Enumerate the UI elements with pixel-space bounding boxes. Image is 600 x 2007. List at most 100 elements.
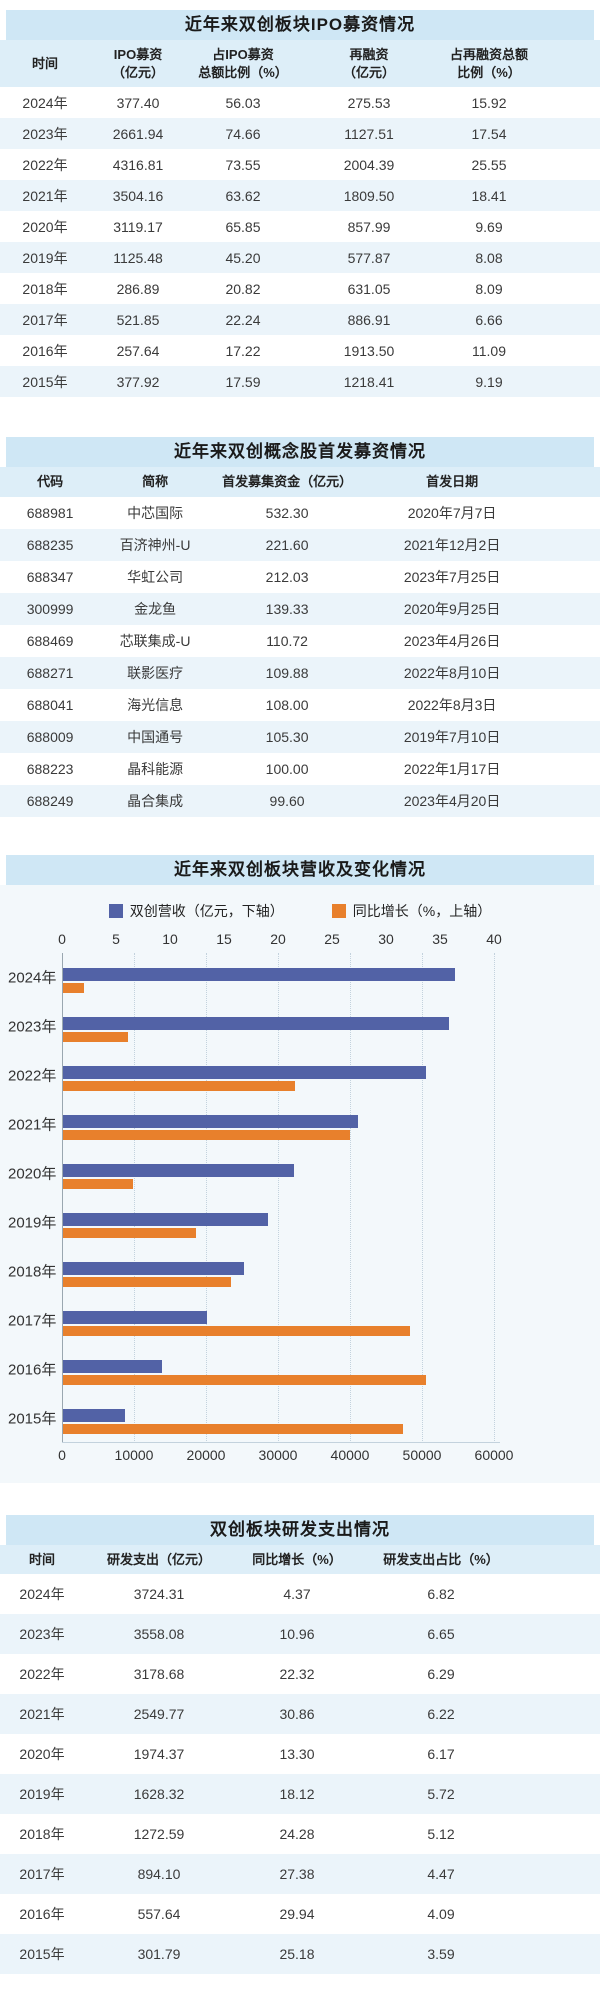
bar-group: 2021年 <box>0 1100 600 1149</box>
bottom-axis-tick: 60000 <box>474 1446 514 1463</box>
table-header-row: 代码 简称 首发募集资金（亿元） 首发日期 <box>0 467 600 497</box>
revenue-chart: 双创营收（亿元，下轴） 同比增长（%，上轴） 0 5 10 15 20 25 30 35 40 … <box>0 884 600 1483</box>
table-cell: 2023年 <box>22 125 68 142</box>
bar-group: 2018年 <box>0 1247 600 1296</box>
table-cell: 212.03 <box>265 568 309 585</box>
table-cell: 联影医疗 <box>127 664 184 681</box>
table-cell: 27.38 <box>279 1866 315 1883</box>
table-cell: 22.24 <box>225 311 261 328</box>
table-cell: 2015年 <box>19 1946 65 1963</box>
table-cell: 2016年 <box>19 1906 65 1923</box>
concept-table-section: 近年来双创概念股首发募资情况 代码 简称 首发募集资金（亿元） 首发日期 688981 中… <box>0 437 600 817</box>
column-header: 研发支出占比（%） <box>360 1544 522 1575</box>
table-cell: 1272.59 <box>133 1826 185 1843</box>
bar-group: 2015年 <box>0 1394 600 1443</box>
table-cell: 377.40 <box>116 94 160 111</box>
table-cell: 2016年 <box>22 342 68 359</box>
table-cell: 2022年8月10日 <box>403 664 501 681</box>
table-cell: 17.59 <box>225 373 261 390</box>
table-cell: 73.55 <box>225 156 261 173</box>
table-cell: 6.22 <box>427 1706 455 1723</box>
table-cell: 56.03 <box>225 94 261 111</box>
table-row: 688235 百济神州-U 221.60 2021年12月2日 <box>0 528 600 561</box>
table-row: 2022年 3178.68 22.32 6.29 <box>0 1654 600 1694</box>
table-cell: 300999 <box>26 600 74 617</box>
table-cell: 3178.68 <box>133 1666 185 1683</box>
table-cell: 10.96 <box>279 1626 315 1643</box>
growth-bar <box>63 1080 296 1091</box>
table-cell: 631.05 <box>347 280 391 297</box>
table-cell: 286.89 <box>116 280 160 297</box>
table-cell: 2549.77 <box>133 1706 185 1723</box>
year-label: 2015年 <box>8 1410 57 1428</box>
column-header: 首发日期 <box>364 467 540 497</box>
column-header: 再融资 （亿元） <box>300 40 438 88</box>
table-cell: 557.64 <box>137 1906 181 1923</box>
growth-swatch-icon <box>331 903 346 918</box>
table-cell: 110.72 <box>266 632 308 649</box>
table-cell: 6.29 <box>427 1666 455 1683</box>
year-label: 2023年 <box>8 1018 57 1036</box>
table-cell: 24.28 <box>279 1826 315 1843</box>
table-row: 2016年 257.64 17.22 1913.50 11.09 <box>0 335 600 366</box>
table-cell: 晶科能源 <box>127 760 184 777</box>
table-cell: 5.12 <box>427 1826 455 1843</box>
table-cell: 74.66 <box>225 125 261 142</box>
column-header: 研发支出（亿元） <box>84 1544 234 1575</box>
rd-table-title: 双创板块研发支出情况 <box>6 1514 594 1545</box>
column-header: 时间 <box>0 1544 84 1575</box>
table-cell: 688041 <box>26 696 74 713</box>
revenue-bar <box>63 1212 269 1226</box>
table-cell: 688347 <box>26 568 74 585</box>
table-cell: 2019年 <box>19 1786 65 1803</box>
table-cell: 105.30 <box>265 728 309 745</box>
table-cell: 2022年8月3日 <box>407 696 497 713</box>
table-cell: 2023年4月20日 <box>403 792 501 809</box>
year-label: 2022年 <box>8 1067 57 1085</box>
table-row: 2018年 286.89 20.82 631.05 8.09 <box>0 273 600 304</box>
table-cell: 2004.39 <box>343 156 395 173</box>
table-cell: 1913.50 <box>343 342 395 359</box>
ipo-table: 时间 IPO募资 （亿元） 占IPO募资 总额比例（%） 再融资 （亿元） 占再融资总额… <box>0 40 600 398</box>
table-cell: 17.22 <box>225 342 261 359</box>
top-axis-tick: 25 <box>324 930 340 947</box>
bottom-axis-tick: 40000 <box>330 1446 370 1463</box>
table-cell: 2024年 <box>19 1586 65 1603</box>
table-cell: 4316.81 <box>112 156 164 173</box>
growth-bar <box>63 1227 196 1238</box>
table-row: 688347 华虹公司 212.03 2023年7月25日 <box>0 561 600 593</box>
growth-bar <box>63 1178 134 1189</box>
revenue-bar <box>63 1114 359 1128</box>
table-cell: 688469 <box>26 632 74 649</box>
legend-label-growth: 同比增长（%，上轴） <box>352 902 492 919</box>
table-cell: 2015年 <box>22 373 68 390</box>
bottom-axis-tick: 30000 <box>258 1446 298 1463</box>
table-cell: 3119.17 <box>113 218 163 235</box>
revenue-bar <box>63 1359 163 1373</box>
table-cell: 275.53 <box>347 94 391 111</box>
table-cell: 688249 <box>26 792 74 809</box>
table-row: 2020年 3119.17 65.85 857.99 9.69 <box>0 211 600 242</box>
table-cell: 257.64 <box>116 342 160 359</box>
table-cell: 3504.16 <box>112 187 164 204</box>
bar-group: 2017年 <box>0 1296 600 1345</box>
table-cell: 4.37 <box>283 1586 311 1603</box>
table-cell: 2020年9月25日 <box>403 600 501 617</box>
column-header: 同比增长（%） <box>234 1544 360 1575</box>
table-row: 2016年 557.64 29.94 4.09 <box>0 1894 600 1934</box>
table-cell: 221.60 <box>265 536 309 553</box>
year-label: 2020年 <box>8 1165 57 1183</box>
table-cell: 1218.41 <box>343 373 395 390</box>
table-cell: 886.91 <box>347 311 391 328</box>
legend-label-revenue: 双创营收（亿元，下轴） <box>129 902 284 919</box>
top-axis-tick: 20 <box>270 930 286 947</box>
table-cell: 100.00 <box>265 760 309 777</box>
table-cell: 2019年 <box>22 249 68 266</box>
bar-group: 2023年 <box>0 1002 600 1051</box>
chart-legend: 双创营收（亿元，下轴） 同比增长（%，上轴） <box>0 885 600 927</box>
top-axis-tick: 35 <box>432 930 448 947</box>
table-cell: 9.69 <box>475 218 503 235</box>
revenue-bar <box>63 967 455 981</box>
concept-table: 代码 简称 首发募集资金（亿元） 首发日期 688981 中芯国际 532.30 2020年7… <box>0 467 600 817</box>
chart-plot: 2024年 2023年 2022年 2021年 2020年 2019年 2018年 2017年… <box>0 952 600 1443</box>
